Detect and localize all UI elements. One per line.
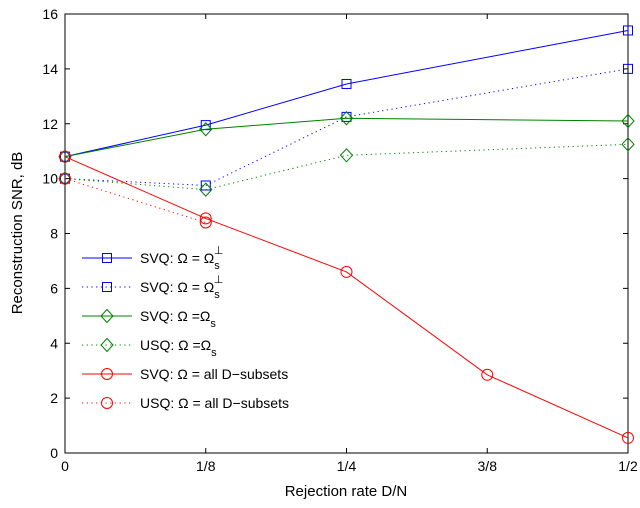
legend-marker (101, 368, 113, 380)
data-point (339, 111, 354, 126)
data-point (623, 63, 633, 74)
legend-label: SVQ: Ω = Ωs⊥ (140, 245, 223, 272)
legend-label: SVQ: Ω = Ωs⊥ (140, 274, 223, 301)
y-tick-label: 16 (42, 6, 58, 22)
y-tick-label: 6 (50, 280, 58, 296)
data-point (59, 172, 71, 185)
legend-entry-1: SVQ: Ω = Ωs⊥ (82, 245, 223, 272)
data-point (341, 78, 352, 89)
data-point (58, 171, 72, 186)
x-axis: 0 1/8 1/4 3/8 1/2 (61, 14, 638, 474)
y-axis: 0 2 4 6 8 10 12 14 16 (42, 6, 628, 461)
legend-marker (100, 308, 114, 324)
legend-marker (101, 397, 113, 409)
series-line (64, 178, 206, 224)
data-point (622, 431, 634, 444)
legend-marker (100, 337, 114, 353)
legend-label: USQ: Ω = all D−subsets (140, 395, 289, 411)
y-tick-label: 4 (50, 335, 58, 351)
series-5 (59, 150, 634, 444)
legend-label: SVQ: Ω = all D−subsets (140, 366, 288, 382)
x-axis-label: Rejection rate D/N (285, 483, 408, 500)
data-point (199, 182, 213, 197)
legend-marker (102, 282, 112, 292)
legend-label: SVQ: Ω =Ωs (140, 308, 216, 330)
y-tick-label: 10 (42, 171, 58, 187)
y-tick-label: 2 (50, 390, 58, 406)
data-point (60, 151, 70, 162)
legend-entry-6: USQ: Ω = all D−subsets (82, 395, 289, 411)
legend-entry-4: USQ: Ω =Ωs (82, 337, 217, 359)
legend-label: USQ: Ω =Ωs (140, 337, 217, 359)
data-point (339, 148, 354, 163)
series-line (64, 156, 629, 439)
data-point (60, 173, 70, 184)
x-tick-label: 3/8 (478, 458, 498, 474)
data-point (623, 25, 633, 36)
x-tick-label: 1/2 (618, 458, 638, 474)
series-3 (58, 111, 635, 164)
series-line (64, 117, 629, 158)
series-4 (58, 137, 635, 197)
y-tick-label: 8 (50, 226, 58, 242)
x-tick-label: 1/8 (196, 458, 216, 474)
legend-entry-5: SVQ: Ω = all D−subsets (82, 366, 288, 382)
legend-entry-3: SVQ: Ω =Ωs (82, 308, 216, 330)
legend-marker (102, 253, 112, 263)
data-point (199, 122, 213, 137)
series-line (64, 143, 629, 191)
y-tick-label: 12 (42, 116, 58, 132)
data-point (340, 265, 353, 278)
series-6 (59, 172, 212, 229)
legend: SVQ: Ω = Ωs⊥SVQ: Ω = Ωs⊥ SVQ: Ω =Ωs USQ: Ω… (82, 245, 289, 411)
data-point (621, 137, 635, 152)
series-line (64, 29, 629, 158)
y-tick-label: 0 (50, 445, 58, 461)
data-point (621, 113, 635, 129)
series-layer (58, 25, 635, 444)
legend-entry-2: SVQ: Ω = Ωs⊥ (82, 274, 223, 301)
plot-area (64, 13, 629, 454)
x-tick-label: 0 (61, 458, 69, 474)
data-point (481, 368, 494, 381)
data-point (58, 149, 72, 164)
data-point (199, 212, 212, 225)
y-axis-label: Reconstruction SNR, dB (9, 152, 26, 315)
y-tick-label: 14 (42, 61, 58, 77)
x-tick-label: 1/4 (337, 458, 357, 474)
series-1 (60, 25, 633, 162)
data-point (59, 150, 71, 163)
data-point (199, 216, 212, 229)
